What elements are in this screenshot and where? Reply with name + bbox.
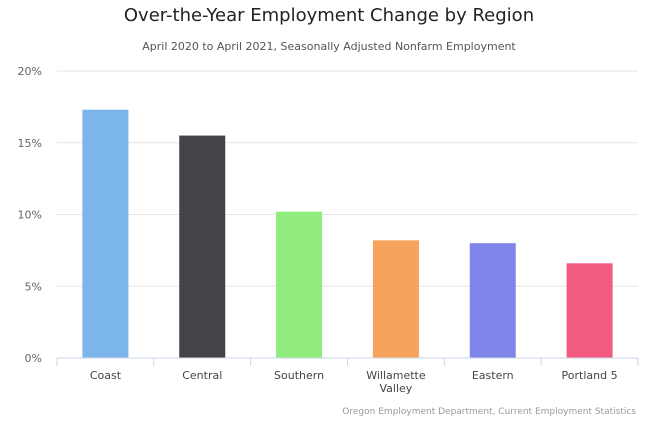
bar[interactable] — [179, 135, 226, 358]
x-tick-label: Eastern — [472, 369, 514, 382]
x-tick-label: Portland 5 — [562, 369, 618, 382]
bars — [82, 109, 613, 359]
x-axis-labels: Coast Central Southern Willamette Valley East… — [90, 369, 618, 395]
bar[interactable] — [276, 211, 323, 358]
x-tick-label-line: Willamette — [366, 369, 426, 382]
chart-subtitle: April 2020 to April 2021, Seasonally Adj… — [142, 40, 516, 53]
chart-title: Over-the-Year Employment Change by Regio… — [124, 5, 534, 26]
x-tick-label: Central — [182, 369, 222, 382]
x-axis-tick-marks — [56, 358, 639, 366]
x-tick-label: Willamette Valley — [366, 369, 426, 395]
y-tick-label: 0% — [25, 352, 42, 365]
x-tick-label-line: Central — [182, 369, 222, 382]
x-tick-label-line: Coast — [90, 369, 122, 382]
x-tick-label-line: Eastern — [472, 369, 514, 382]
gridlines — [57, 70, 638, 287]
x-tick-label-line: Southern — [274, 369, 324, 382]
bar[interactable] — [566, 263, 613, 358]
y-tick-label: 15% — [18, 137, 42, 150]
y-tick-label: 20% — [18, 65, 42, 78]
bar[interactable] — [469, 243, 516, 358]
y-axis-ticks: 0% 5% 10% 15% 20% — [18, 65, 42, 365]
x-tick-label: Southern — [274, 369, 324, 382]
x-tick-label-line: Portland 5 — [562, 369, 618, 382]
bar[interactable] — [82, 109, 129, 359]
y-tick-label: 5% — [25, 280, 42, 293]
x-tick-label: Coast — [90, 369, 122, 382]
x-tick-label-line: Valley — [380, 382, 413, 395]
y-tick-label: 10% — [18, 209, 42, 222]
chart-credit: Oregon Employment Department, Current Em… — [342, 407, 636, 417]
bar[interactable] — [372, 240, 419, 358]
